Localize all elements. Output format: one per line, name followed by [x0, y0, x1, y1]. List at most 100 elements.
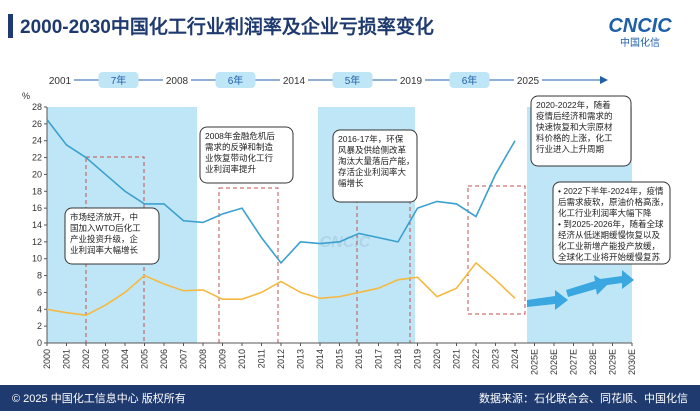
y-tick-label: 14 — [32, 220, 42, 230]
annotation-text: • 到2025-2026年，随着全球 — [558, 219, 664, 229]
timeline-period: 6年 — [228, 74, 244, 87]
x-tick-label: 2000 — [42, 349, 52, 369]
y-axis-label: % — [22, 91, 30, 101]
x-tick-label: 2022 — [471, 349, 481, 369]
x-tick-label: 2012 — [276, 349, 286, 369]
x-tick-label: 2015 — [335, 349, 345, 369]
annotation-text: 料价格的上涨，化工 — [536, 133, 613, 143]
annotation-text: • 2022下半年-2024年，疫情 — [558, 186, 664, 196]
y-tick-label: 18 — [32, 186, 42, 196]
timeline-period: 6年 — [462, 74, 478, 87]
timeline-year: 2014 — [283, 76, 306, 87]
timeline-year: 2019 — [400, 76, 423, 87]
annotation-text: 经济从低迷期缓慢恢复以及 — [558, 230, 661, 240]
x-tick-label: 2007 — [179, 349, 189, 369]
x-tick-label: 2005 — [140, 349, 150, 369]
y-tick-label: 12 — [32, 237, 42, 247]
forecast-arrow — [600, 270, 634, 289]
annotation-text: 淘汰大量落后产能， — [338, 156, 415, 166]
timeline-bg — [280, 73, 308, 87]
y-tick-label: 28 — [32, 102, 42, 112]
series-line — [46, 119, 516, 265]
timeline-bg — [514, 73, 542, 87]
x-tick-label: 2010 — [237, 349, 247, 369]
y-tick-label: 24 — [32, 136, 42, 146]
x-tick-label: 2028E — [588, 349, 598, 375]
x-tick-label: 2027E — [569, 349, 579, 375]
annotation-text: 业利润率大幅增长 — [70, 245, 139, 255]
annotation-text: 2020-2022年，随着 — [536, 100, 611, 110]
annotation-text: 行业进入上升周期 — [536, 144, 604, 154]
x-tick-label: 2024 — [510, 349, 520, 369]
timeline-badge — [215, 72, 256, 88]
annotation-text: 业恢复带动化工行 — [205, 153, 274, 163]
y-tick-label: 8 — [37, 271, 42, 281]
y-tick-label: 26 — [32, 119, 42, 129]
x-tick-label: 2023 — [491, 349, 501, 369]
annotation-text: 需求的反弹和制造 — [205, 142, 274, 152]
x-tick-label: 2004 — [120, 349, 130, 369]
x-tick-label: 2001 — [62, 349, 72, 369]
annotation-text: 疫情后经济和需求的 — [536, 111, 613, 121]
y-tick-label: 0 — [37, 338, 42, 348]
annotation-box — [64, 207, 160, 265]
annotation-text: 产业投资升级，企 — [70, 234, 139, 244]
y-tick-label: 2 — [37, 321, 42, 331]
x-tick-label: 2008 — [198, 349, 208, 369]
annotation-box — [199, 126, 294, 184]
y-tick-label: 16 — [32, 203, 42, 213]
x-tick-label: 2009 — [218, 349, 228, 369]
footer-left: © 2025 中国化工信息中心 版权所有 — [12, 391, 186, 405]
x-tick-label: 2013 — [296, 349, 306, 369]
x-tick-label: 2025E — [530, 349, 540, 375]
y-tick-label: 4 — [37, 304, 42, 314]
annotation-box — [530, 95, 632, 167]
timeline-bg — [397, 73, 425, 87]
x-tick-label: 2029E — [608, 349, 618, 375]
x-tick-label: 2002 — [81, 349, 91, 369]
timeline-year: 2001 — [49, 76, 72, 87]
watermark: CNCIC — [320, 234, 371, 251]
annotation-text: 市场经济放开，中 — [70, 212, 138, 222]
timeline-badge — [449, 72, 490, 88]
logo: CNCIC — [608, 15, 672, 37]
highlight-box — [218, 187, 279, 344]
y-tick-label: 10 — [32, 254, 42, 264]
x-tick-label: 2018 — [393, 349, 403, 369]
annotation-text: 业利润率提升 — [205, 164, 257, 174]
chart-title: 2000-2030中国化工行业利润率及企业亏损率变化 — [20, 15, 434, 38]
annotation-text: 化工业新增产能投产放缓， — [558, 241, 660, 251]
annotation-text: 快速恢复和大宗原材 — [536, 122, 613, 132]
timeline-year: 2008 — [166, 76, 189, 87]
y-tick-label: 20 — [32, 169, 42, 179]
annotation-text: 幅增长 — [338, 178, 364, 188]
annotation-text: 后需求疲软，原油价格高涨， — [558, 197, 669, 207]
footer-bar — [0, 385, 700, 411]
annotation-text: 存活企业利润率大 — [338, 167, 407, 177]
annotation-text: 国加入WTO后化工 — [70, 223, 141, 233]
footer-right: 数据来源：石化联合会、同花顺、中国化信 — [479, 391, 688, 405]
x-tick-label: 2006 — [159, 349, 169, 369]
annotation-text: 全球化工业将开始缓慢复苏 — [558, 252, 661, 262]
highlight-box — [467, 185, 526, 315]
timeline-badge — [332, 72, 373, 88]
annotation-text: 风暴及供给侧改革 — [338, 145, 407, 155]
x-tick-label: 2016 — [354, 349, 364, 369]
x-tick-label: 2030E — [627, 349, 637, 375]
timeline-period: 5年 — [345, 74, 361, 87]
x-tick-label: 2019 — [413, 349, 423, 369]
timeline-bg — [163, 73, 191, 87]
x-tick-label: 2003 — [101, 349, 111, 369]
x-tick-label: 2021 — [452, 349, 462, 369]
series-line — [46, 261, 516, 317]
annotation-text: 化工行业利润率大幅下降 — [558, 208, 652, 218]
logo-sub: 中国化信 — [620, 36, 660, 49]
timeline-period: 7年 — [111, 74, 127, 87]
timeline-arrow — [600, 76, 608, 84]
forecast-arrow — [527, 290, 568, 310]
timeline-badge — [98, 72, 139, 88]
annotation-text: 2008年金融危机后 — [205, 131, 275, 141]
x-tick-label: 2011 — [257, 349, 267, 368]
y-tick-label: 22 — [32, 153, 42, 163]
